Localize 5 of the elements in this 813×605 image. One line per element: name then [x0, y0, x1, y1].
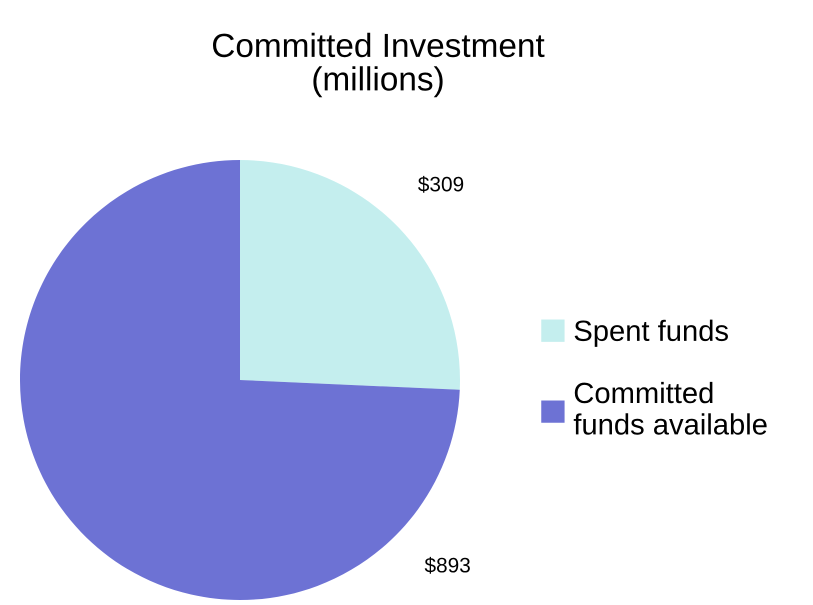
chart-title: Committed Investment (millions) — [212, 32, 544, 98]
data-label: $893 — [424, 556, 470, 574]
legend-label: Committed funds available — [574, 382, 767, 435]
legend-label: Spent funds — [574, 320, 728, 347]
data-label: $309 — [418, 176, 464, 193]
